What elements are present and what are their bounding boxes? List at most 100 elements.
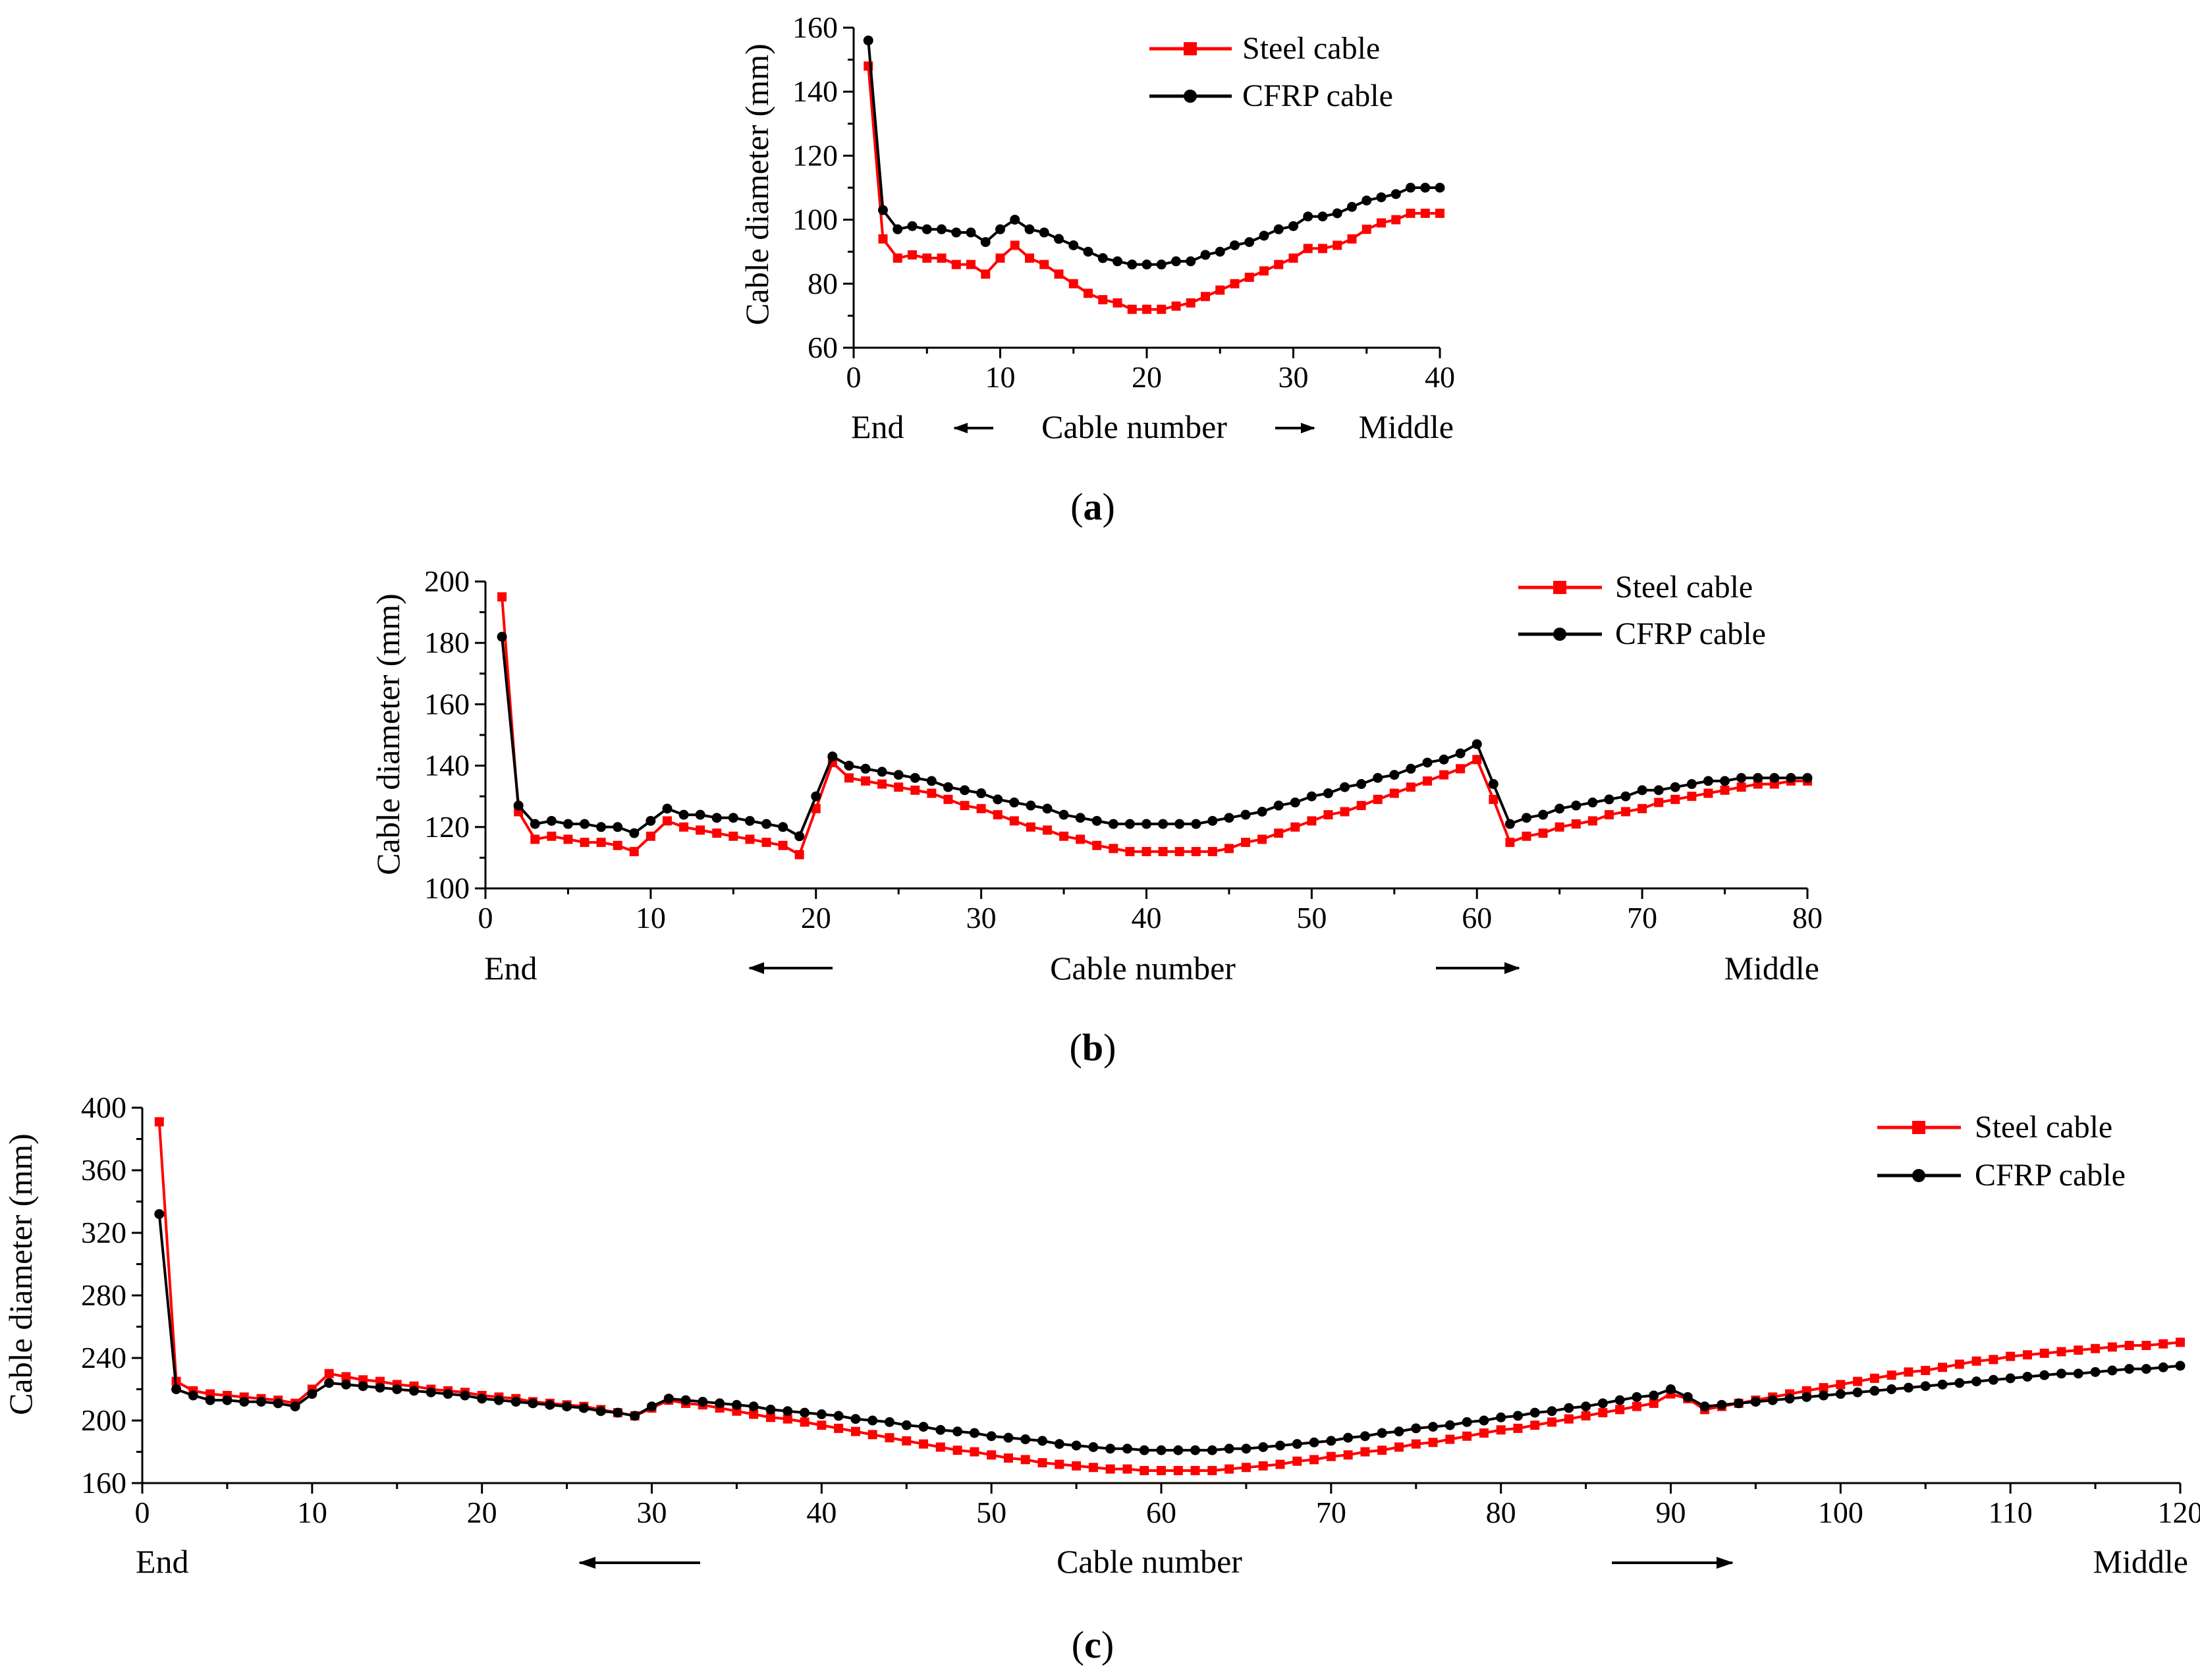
data-point [613,840,622,850]
data-point [2141,1341,2151,1350]
x-tick-label: 20 [801,901,831,935]
data-point [1290,822,1300,832]
data-point [188,1390,198,1401]
data-point [1039,259,1049,269]
data-point [1564,1414,1574,1424]
data-point [2107,1342,2117,1352]
data-point [1257,834,1267,844]
data-point [1614,1395,1625,1405]
data-point [629,847,639,857]
data-point [1292,1456,1302,1466]
data-point [1653,785,1664,796]
data-point [1376,192,1387,203]
data-point [1326,1436,1336,1446]
data-point [1190,1445,1201,1455]
data-point [1215,246,1225,257]
data-point [715,1398,725,1409]
data-point [1598,1408,1608,1418]
panel-b-left-arrow-icon [748,962,833,974]
data-point [1361,195,1372,205]
data-point [794,831,805,842]
x-tick-label: 30 [637,1496,667,1529]
data-point [1156,1445,1167,1455]
data-point [744,815,755,826]
data-point [698,1397,708,1407]
data-point [595,1406,606,1417]
data-point [596,822,607,832]
x-tick-label: 40 [806,1496,837,1529]
data-point [1360,1431,1370,1442]
data-point [926,776,937,786]
data-point [1886,1370,1896,1380]
data-point [497,632,507,642]
data-point [1274,828,1284,838]
data-point [530,834,540,844]
data-point [1445,1434,1455,1444]
x-tick-label: 10 [636,901,666,935]
data-point [1306,791,1317,801]
data-point [1456,764,1466,774]
data-point [154,1117,164,1127]
data-point [1422,757,1433,768]
panel-c-y-ticks: 160 200 240 280 320 360 400 [81,1091,142,1500]
data-point [1428,1422,1439,1432]
data-point [1637,803,1647,813]
panel-a-series-steel [864,61,1444,314]
data-point [778,840,788,850]
data-point [545,1399,555,1410]
data-point [1471,739,1482,749]
data-point [290,1401,300,1412]
data-point [731,1399,742,1410]
data-point [1496,1412,1506,1423]
data-point [460,1390,470,1401]
x-tick-label: 60 [1146,1496,1176,1529]
data-point [1394,1426,1404,1437]
data-point [1108,819,1118,829]
data-point [2022,1372,2033,1382]
data-point [1920,1381,1931,1392]
data-point [358,1381,368,1392]
data-point [2124,1364,2135,1374]
data-point [1156,259,1167,270]
panel-a-caption-open: ( [1070,485,1083,528]
panel-c-legend-item-steel: Steel cable [1877,1110,2112,1145]
data-point [1158,847,1168,857]
y-tick-label: 80 [808,267,838,300]
data-point [493,1395,504,1405]
data-point [1373,794,1383,804]
data-point [1989,1355,1998,1365]
panel-c-plot-area [141,1108,2186,1484]
data-point [646,815,656,826]
data-point [1462,1417,1472,1427]
data-point [1240,809,1251,820]
data-point [1530,1421,1540,1430]
panel-b-x-ticks: 0 10 20 30 40 50 60 70 80 [478,888,1823,935]
data-point [1420,208,1430,218]
data-point [1340,807,1350,817]
series-line-cfrp [157,1214,2181,1452]
panel-b-caption-letter: b [1082,1026,1103,1069]
x-tick-label: 10 [985,360,1016,394]
data-point [1059,831,1069,841]
data-point [811,803,821,813]
data-point [2090,1367,2101,1377]
y-tick-label: 60 [808,331,838,364]
data-point [1406,763,1416,774]
data-point [1275,1459,1285,1469]
data-point [1224,1444,1234,1454]
data-point [1158,819,1169,829]
panel-b-series-cfrp [497,632,1813,842]
data-point [1522,813,1532,823]
data-point [1587,798,1598,808]
data-point [1290,798,1300,808]
panel-a-caption-letter: a [1084,485,1103,528]
series-line-cfrp [867,40,1440,266]
data-point [1157,1466,1166,1475]
data-point [1347,234,1357,244]
data-point [1564,1403,1574,1413]
x-tick-label: 70 [1627,901,1657,935]
data-point [1113,298,1122,308]
data-point [528,1398,538,1409]
data-point [935,1424,946,1435]
data-point [2159,1339,2168,1349]
